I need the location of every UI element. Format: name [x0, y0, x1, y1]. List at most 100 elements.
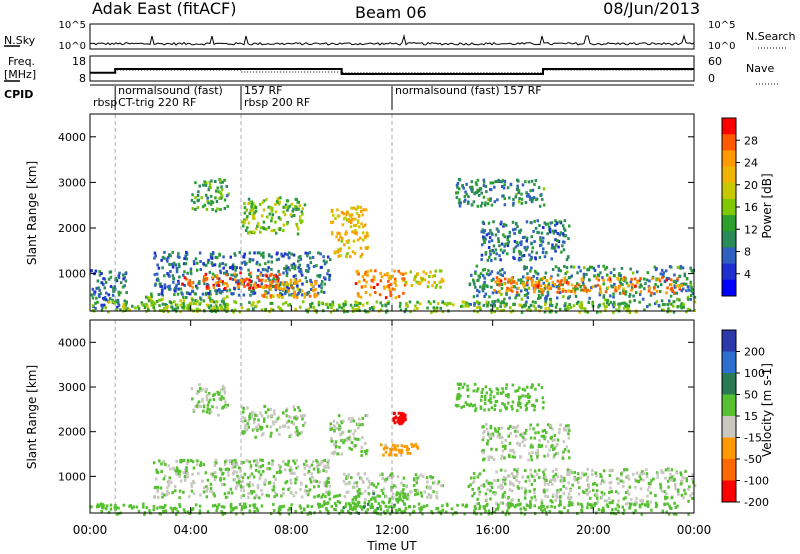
- heatmap-cell: [490, 285, 493, 289]
- heatmap-cell: [477, 486, 481, 490]
- heatmap-cell: [691, 472, 694, 476]
- heatmap-cell: [573, 476, 576, 480]
- heatmap-cell: [242, 410, 245, 414]
- heatmap-cell: [403, 277, 406, 281]
- heatmap-cell: [221, 483, 224, 487]
- heatmap-cell: [553, 283, 557, 286]
- heatmap-cell: [232, 463, 235, 467]
- heatmap-cell: [581, 490, 585, 494]
- heatmap-cell: [460, 304, 463, 308]
- heatmap-cell: [246, 226, 249, 230]
- heatmap-cell: [366, 508, 369, 512]
- heatmap-cell: [416, 272, 419, 276]
- heatmap-cell: [290, 263, 293, 267]
- heatmap-cell: [541, 240, 545, 244]
- heatmap-cell: [530, 266, 533, 270]
- heatmap-cell: [529, 189, 532, 193]
- heatmap-cell: [546, 495, 550, 499]
- heatmap-cell: [337, 254, 340, 258]
- heatmap-cell: [292, 459, 295, 463]
- heatmap-cell: [296, 293, 299, 297]
- heatmap-cell: [615, 308, 618, 312]
- heatmap-cell: [394, 296, 397, 300]
- heatmap-cell: [665, 496, 669, 500]
- heatmap-cell: [249, 271, 252, 275]
- heatmap-cell: [298, 409, 302, 413]
- heatmap-cell: [199, 301, 202, 305]
- heatmap-cell: [563, 228, 567, 232]
- heatmap-cell: [523, 388, 527, 392]
- heatmap-cell: [418, 302, 422, 306]
- heatmap-cell: [585, 272, 588, 276]
- heatmap-cell: [346, 241, 350, 245]
- heatmap-cell: [418, 282, 422, 286]
- nave-label: Nave: [746, 62, 774, 75]
- heatmap-cell: [487, 246, 491, 249]
- heatmap-cell: [555, 285, 558, 289]
- heatmap-cell: [205, 489, 208, 493]
- heatmap-cell: [221, 406, 224, 410]
- heatmap-cell: [656, 472, 659, 476]
- heatmap-cell: [508, 441, 512, 445]
- heatmap-cell: [406, 448, 409, 452]
- heatmap-cell: [489, 400, 492, 404]
- heatmap-cell: [478, 290, 481, 294]
- heatmap-cell: [480, 484, 483, 488]
- heatmap-cell: [602, 469, 606, 473]
- heatmap-cell: [691, 497, 694, 500]
- heatmap-cell: [416, 446, 420, 450]
- heatmap-cell: [397, 507, 401, 511]
- heatmap-cell: [364, 208, 368, 212]
- heatmap-cell: [193, 481, 196, 485]
- heatmap-cell: [511, 489, 514, 493]
- heatmap-cell: [171, 491, 174, 495]
- heatmap-cell: [406, 497, 409, 501]
- heatmap-cell: [299, 506, 303, 510]
- heatmap-cell: [360, 252, 364, 256]
- heatmap-cell: [354, 217, 357, 221]
- heatmap-cell: [483, 280, 486, 284]
- heatmap-cell: [665, 291, 668, 295]
- heatmap-cell: [489, 252, 492, 256]
- heatmap-cell: [213, 300, 216, 304]
- heatmap-cell: [240, 306, 244, 310]
- heatmap-cell: [248, 416, 252, 420]
- heatmap-cell: [678, 298, 681, 302]
- heatmap-cell: [678, 274, 682, 278]
- heatmap-cell: [237, 285, 241, 289]
- heatmap-cell: [503, 491, 506, 495]
- heatmap-cell: [539, 296, 542, 300]
- heatmap-cell: [578, 304, 581, 308]
- heatmap-cell: [542, 236, 545, 240]
- heatmap-cell: [520, 310, 524, 314]
- heatmap-cell: [225, 194, 229, 198]
- heatmap-cell: [295, 198, 298, 201]
- heatmap-cell: [493, 304, 496, 308]
- heatmap-cell: [359, 255, 363, 259]
- heatmap-cell: [488, 249, 492, 253]
- heatmap-cell: [224, 495, 228, 499]
- heatmap-cell: [539, 239, 543, 243]
- heatmap-cell: [614, 512, 618, 516]
- heatmap-cell: [524, 438, 527, 442]
- heatmap-cell: [242, 224, 245, 228]
- heatmap-cell: [530, 242, 533, 246]
- heatmap-cell: [518, 250, 521, 253]
- heatmap-cell: [430, 510, 433, 513]
- heatmap-cell: [308, 251, 311, 255]
- heatmap-cell: [539, 244, 542, 247]
- heatmap-cell: [526, 245, 529, 249]
- heatmap-cell: [542, 470, 545, 474]
- heatmap-cell: [426, 495, 429, 499]
- heatmap-cell: [524, 403, 527, 407]
- heatmap-cell: [260, 426, 264, 430]
- heatmap-cell: [556, 290, 559, 294]
- heatmap-cell: [322, 259, 326, 263]
- heatmap-cell: [621, 277, 625, 281]
- heatmap-cell: [538, 439, 541, 443]
- heatmap-cell: [201, 479, 204, 483]
- heatmap-cell: [587, 484, 590, 487]
- heatmap-cell: [274, 210, 278, 214]
- heatmap-cell: [234, 253, 237, 257]
- heatmap-cell: [503, 297, 506, 301]
